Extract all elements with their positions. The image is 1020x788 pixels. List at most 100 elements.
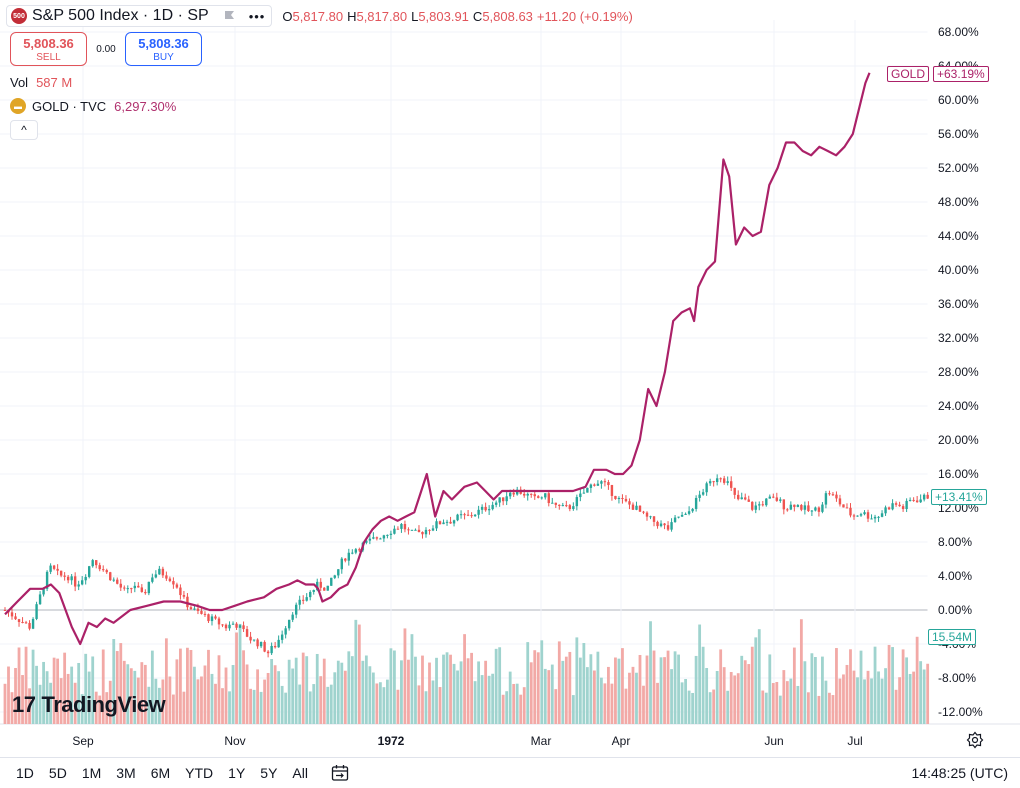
- spx-candle: [242, 621, 245, 633]
- spx-candle: [922, 493, 926, 502]
- volume-bar: [512, 683, 516, 724]
- spx-candle: [161, 566, 165, 578]
- volume-bar: [908, 673, 912, 724]
- tradingview-name: TradingView: [41, 692, 166, 717]
- spx-candle: [754, 501, 757, 514]
- spx-candle: [273, 641, 277, 649]
- spx-candle: [600, 480, 603, 489]
- collapse-legend-button[interactable]: ^: [10, 120, 38, 140]
- spx-candle: [814, 506, 817, 512]
- spx-candle: [168, 576, 172, 583]
- volume-bar: [905, 657, 909, 724]
- settings-gear-icon[interactable]: [966, 731, 984, 749]
- spx-candle: [782, 499, 786, 515]
- spx-candle: [21, 617, 24, 624]
- spx-candle: [298, 595, 301, 610]
- volume-bar: [168, 676, 172, 724]
- symbol-selector[interactable]: 500 S&P 500 Index · 1D · SP •••: [6, 5, 273, 27]
- spx-candle: [684, 512, 687, 516]
- spx-candle: [887, 506, 891, 510]
- buy-button[interactable]: 5,808.36 BUY: [125, 32, 202, 66]
- volume-bar: [540, 640, 544, 724]
- spx-candle: [217, 616, 221, 630]
- volume-bar: [754, 637, 758, 724]
- volume-bar: [610, 683, 614, 724]
- volume-bar: [684, 679, 687, 724]
- spx-candle: [680, 511, 684, 517]
- volume-bar: [228, 691, 231, 724]
- y-tick-label: 4.00%: [938, 569, 972, 583]
- spx-candle: [659, 520, 663, 528]
- volume-bar: [705, 668, 709, 724]
- spx-candle: [144, 589, 147, 595]
- spx-candle: [582, 487, 586, 494]
- compare-legend[interactable]: ▬ GOLD · TVC 6,297.30%: [10, 98, 176, 114]
- range-1m-button[interactable]: 1M: [81, 765, 102, 781]
- gold-line: [4, 72, 871, 646]
- chart-header: 500 S&P 500 Index · 1D · SP ••• O 5,817.8…: [6, 5, 633, 27]
- volume-bar: [719, 649, 723, 724]
- spx-candle: [442, 519, 445, 525]
- spx-candle: [561, 502, 565, 507]
- spx-candle: [730, 476, 733, 492]
- range-1y-button[interactable]: 1Y: [228, 765, 246, 781]
- spx-candle: [912, 497, 915, 502]
- volume-bar: [59, 678, 63, 724]
- spx-candle: [824, 490, 828, 509]
- spx-candle: [91, 558, 94, 568]
- x-tick-label: Apr: [612, 734, 631, 748]
- spx-candle: [568, 503, 572, 512]
- spx-candle: [463, 512, 466, 520]
- volume-bar: [494, 648, 498, 724]
- volume-bar: [757, 629, 761, 724]
- spx-candle: [70, 574, 73, 585]
- more-icon[interactable]: •••: [248, 8, 266, 24]
- spx-candle: [66, 574, 70, 584]
- spx-candle: [705, 481, 708, 496]
- range-6m-button[interactable]: 6M: [150, 765, 171, 781]
- spx-candle: [687, 506, 691, 516]
- spx-candle: [133, 582, 137, 593]
- sell-button[interactable]: 5,808.36 SELL: [10, 32, 87, 66]
- y-tick-label: 16.00%: [938, 467, 979, 481]
- volume-bar: [221, 688, 224, 724]
- spx-candle: [694, 495, 698, 512]
- spx-candle: [894, 501, 898, 507]
- close-label: C: [472, 8, 483, 24]
- volume-bar: [792, 647, 796, 724]
- volume-bar: [750, 646, 754, 724]
- volume-bar: [217, 655, 221, 724]
- calendar-range-icon[interactable]: [330, 763, 350, 783]
- volume-bar: [519, 694, 523, 724]
- volume-bar: [912, 671, 916, 724]
- range-ytd-button[interactable]: YTD: [185, 765, 214, 781]
- range-5y-button[interactable]: 5Y: [260, 765, 278, 781]
- spx-candle: [487, 505, 491, 515]
- volume-bar: [403, 628, 407, 724]
- volume-bar: [42, 661, 45, 724]
- spx-candle: [775, 492, 779, 502]
- spx-candle: [498, 497, 501, 507]
- volume-bar: [80, 694, 84, 724]
- range-all-button[interactable]: All: [292, 765, 308, 781]
- utc-clock[interactable]: 14:48:25 (UTC): [911, 765, 1008, 781]
- volume-bar: [49, 682, 53, 724]
- flag-icon[interactable]: [223, 10, 235, 22]
- volume-bar: [607, 666, 610, 724]
- trade-panel: 5,808.36 SELL 0.00 5,808.36 BUY: [10, 32, 202, 66]
- range-5d-button[interactable]: 5D: [48, 765, 67, 781]
- spx-candle: [263, 640, 266, 653]
- volume-bar: [526, 642, 530, 724]
- spx-candle: [501, 497, 505, 506]
- spx-candle: [59, 570, 63, 578]
- spx-candle: [631, 502, 635, 510]
- volume-legend[interactable]: Vol 587 M: [10, 75, 72, 90]
- tradingview-logo[interactable]: 17 TradingView: [12, 692, 166, 718]
- spx-candle: [863, 510, 866, 516]
- range-1d-button[interactable]: 1D: [16, 765, 34, 781]
- volume-bar: [157, 687, 161, 724]
- spx-candle: [575, 494, 579, 511]
- range-3m-button[interactable]: 3M: [116, 765, 136, 781]
- spx-candle: [845, 503, 849, 509]
